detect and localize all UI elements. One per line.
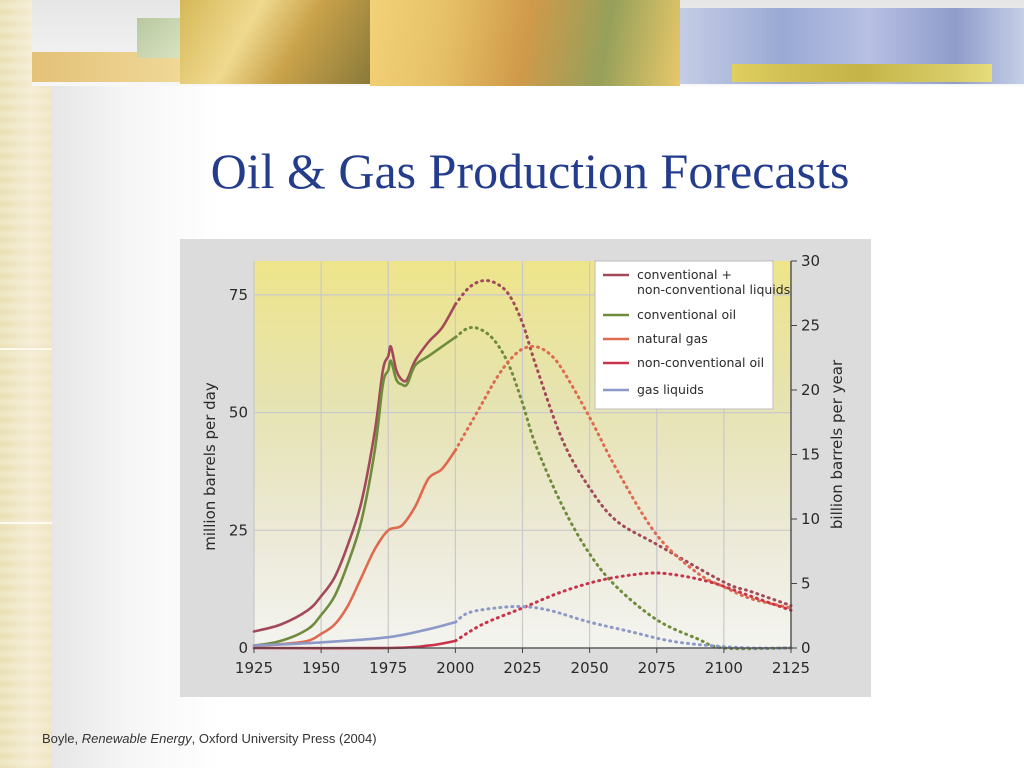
legend: conventional +non-conventional liquids co… [594, 260, 790, 410]
source-citation: Boyle, Renewable Energy, Oxford Universi… [42, 731, 377, 746]
production-chart: 1925 1950 1975 2000 2025 2050 2075 2100 21250255… [201, 252, 846, 677]
series-line-conventional-oil-historical [252, 336, 457, 647]
series-line-conventional-non-conventional-liquids-historical [252, 303, 457, 633]
left-decorative-strip [0, 0, 52, 768]
banner-leaf-image [180, 0, 370, 84]
y-right-tick-label: 30 [801, 252, 820, 270]
x-tick-label: 1975 [369, 659, 407, 677]
y-left-tick-label: 75 [229, 286, 248, 304]
series-line-non-conventional-oil-projection [453, 571, 793, 643]
axes: 1925 1950 1975 2000 2025 2050 2075 2100 21250255… [201, 252, 846, 677]
legend-label: non-conventional liquids [637, 282, 790, 297]
citation-publisher: , Oxford University Press (2004) [191, 731, 377, 746]
x-tick-label: 2000 [436, 659, 474, 677]
series-line-gas-liquids-historical [252, 620, 457, 647]
series-line-conventional-non-conventional-liquids-projection [453, 278, 793, 608]
legend-label: gas liquids [637, 382, 704, 397]
x-tick-label: 1925 [235, 659, 273, 677]
x-tick-label: 1950 [302, 659, 340, 677]
y-right-tick-label: 20 [801, 381, 820, 399]
citation-author: Boyle, [42, 731, 79, 746]
legend-label: non-conventional oil [637, 355, 764, 370]
y-left-tick-label: 50 [229, 404, 248, 422]
y-right-tick-label: 10 [801, 510, 820, 528]
legend-label: conventional + [637, 267, 732, 282]
strip-divider [0, 348, 52, 350]
x-tick-label: 2075 [638, 659, 676, 677]
production-chart-figure: 1925 1950 1975 2000 2025 2050 2075 2100 2125 0 25 5… [180, 239, 871, 697]
legend-box [594, 260, 774, 410]
slide-title: Oil & Gas Production Forecasts [210, 143, 850, 199]
series-lines [252, 278, 793, 651]
y-left-tick-label: 25 [229, 521, 248, 539]
y-right-tick-label: 0 [801, 639, 811, 657]
y-left-tick-label: 0 [238, 639, 248, 657]
banner-autumn-image [370, 0, 680, 86]
banner-grass-image [732, 64, 992, 82]
y-right-tick-label: 25 [801, 317, 820, 335]
strip-divider [0, 522, 52, 524]
y-right-tick-label: 15 [801, 446, 820, 464]
x-tick-label: 2050 [571, 659, 609, 677]
legend-label: conventional oil [637, 307, 736, 322]
series-line-natural-gas-historical [252, 449, 457, 647]
y-right-tick-label: 5 [801, 575, 811, 593]
y-left-axis-label: million barrels per day [201, 382, 219, 551]
citation-book-title: Renewable Energy [81, 731, 192, 746]
top-decorative-banner [32, 0, 1024, 86]
series-line-gas-liquids-projection [453, 605, 793, 650]
y-right-axis-label: billion barrels per year [828, 359, 846, 529]
x-tick-label: 2100 [705, 659, 743, 677]
series-line-conventional-oil-projection [453, 325, 793, 651]
x-tick-label: 2125 [772, 659, 810, 677]
x-tick-label: 2025 [503, 659, 541, 677]
legend-label: natural gas [637, 331, 708, 346]
